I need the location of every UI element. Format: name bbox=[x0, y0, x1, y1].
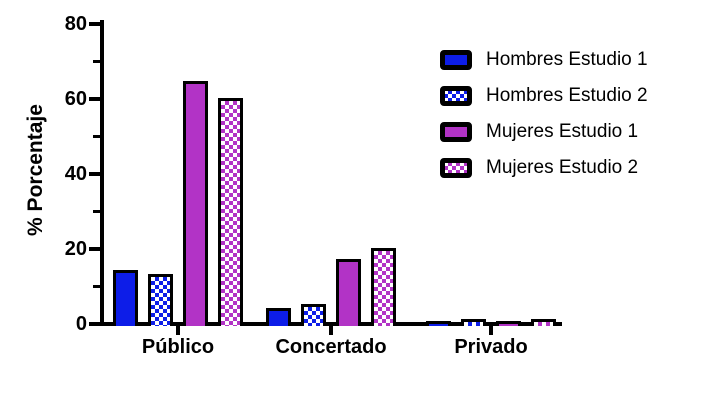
x-category-label: Público bbox=[141, 336, 215, 358]
y-tick-label: 80 bbox=[64, 13, 87, 35]
legend-item: Hombres Estudio 2 bbox=[440, 78, 648, 114]
x-category-label: Concertado bbox=[275, 336, 387, 358]
y-major-tick bbox=[89, 97, 100, 101]
y-minor-tick bbox=[93, 59, 100, 63]
bar-mujeres-estudio-2-privado bbox=[531, 319, 556, 326]
x-tick bbox=[489, 326, 493, 335]
legend-item: Mujeres Estudio 2 bbox=[440, 150, 648, 186]
bar-hombres-estudio-1-privado bbox=[426, 321, 451, 326]
y-major-tick bbox=[89, 172, 100, 176]
legend-label: Mujeres Estudio 2 bbox=[486, 157, 639, 178]
x-axis-line bbox=[100, 322, 562, 326]
legend-item: Mujeres Estudio 1 bbox=[440, 114, 648, 150]
legend-item: Hombres Estudio 1 bbox=[440, 42, 648, 78]
y-tick-label: 40 bbox=[64, 163, 87, 185]
y-minor-tick bbox=[93, 134, 100, 138]
legend-swatch-solid-icon bbox=[440, 50, 472, 70]
x-tick bbox=[176, 326, 180, 335]
bar-hombres-estudio-2-concertado bbox=[301, 304, 326, 326]
legend-swatch-checker-icon bbox=[440, 158, 472, 178]
legend-label: Hombres Estudio 2 bbox=[486, 85, 648, 106]
y-minor-tick bbox=[93, 284, 100, 288]
y-tick-label: 0 bbox=[75, 313, 87, 335]
y-major-tick bbox=[89, 247, 100, 251]
y-major-tick bbox=[89, 22, 100, 26]
bar-hombres-estudio-1-público bbox=[113, 270, 138, 326]
y-tick-label: 60 bbox=[64, 88, 87, 110]
y-minor-tick bbox=[93, 209, 100, 213]
bar-mujeres-estudio-2-público bbox=[218, 98, 243, 326]
legend-swatch-checker-icon bbox=[440, 86, 472, 106]
legend-label: Mujeres Estudio 1 bbox=[486, 121, 639, 142]
y-tick-label: 20 bbox=[64, 238, 87, 260]
x-category-label: Privado bbox=[454, 336, 528, 358]
bar-mujeres-estudio-1-público bbox=[183, 81, 208, 326]
bar-mujeres-estudio-1-concertado bbox=[336, 259, 361, 326]
bar-hombres-estudio-2-público bbox=[148, 274, 173, 326]
bar-mujeres-estudio-1-privado bbox=[496, 321, 521, 326]
x-tick bbox=[329, 326, 333, 335]
y-major-tick bbox=[89, 322, 100, 326]
legend: Hombres Estudio 1 Hombres Estudio 2 Mujere… bbox=[440, 42, 648, 186]
bar-mujeres-estudio-2-concertado bbox=[371, 248, 396, 326]
legend-swatch-solid-icon bbox=[440, 122, 472, 142]
bar-hombres-estudio-1-concertado bbox=[266, 308, 291, 326]
y-axis-line bbox=[100, 20, 104, 326]
bar-hombres-estudio-2-privado bbox=[461, 319, 486, 326]
legend-label: Hombres Estudio 1 bbox=[486, 49, 648, 70]
